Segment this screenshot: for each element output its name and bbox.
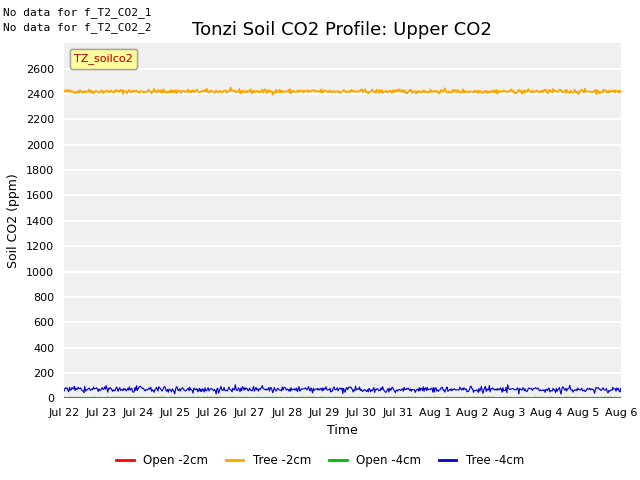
Text: No data for f_T2_CO2_2: No data for f_T2_CO2_2 — [3, 22, 152, 33]
Legend: Open -2cm, Tree -2cm, Open -4cm, Tree -4cm: Open -2cm, Tree -2cm, Open -4cm, Tree -4… — [111, 449, 529, 472]
Legend: TZ_soilco2: TZ_soilco2 — [70, 49, 137, 69]
Title: Tonzi Soil CO2 Profile: Upper CO2: Tonzi Soil CO2 Profile: Upper CO2 — [193, 21, 492, 39]
Text: No data for f_T2_CO2_1: No data for f_T2_CO2_1 — [3, 7, 152, 18]
Y-axis label: Soil CO2 (ppm): Soil CO2 (ppm) — [8, 173, 20, 268]
X-axis label: Time: Time — [327, 424, 358, 437]
